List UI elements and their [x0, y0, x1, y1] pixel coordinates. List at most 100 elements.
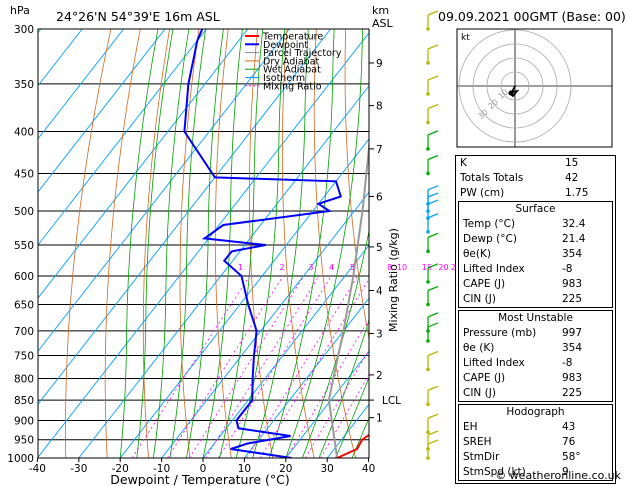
surface-row: θe(K) 354	[459, 247, 612, 262]
pressure-tick-label: 900	[14, 415, 34, 427]
wind-barb-dot	[426, 339, 430, 343]
storm-motion-marker	[508, 90, 514, 96]
pressure-tick-label: 300	[14, 24, 34, 36]
surface-row: CIN (J) 225	[459, 292, 612, 307]
x-tick-label: -10	[153, 463, 170, 475]
wind-barb-flag	[427, 130, 439, 136]
isotherm-line	[119, 138, 369, 458]
wind-barb-flag	[427, 312, 439, 318]
mixing-ratio-label: 2	[279, 263, 284, 272]
pressure-tick-label: 950	[14, 435, 34, 447]
wind-barb-flag	[427, 154, 439, 161]
hodograph-stat-value: 43	[562, 421, 576, 433]
wet-adiabat-line	[219, 29, 264, 458]
pressure-tick-label: 450	[14, 168, 34, 180]
legend-entry: Mixing Ratio	[263, 81, 322, 92]
dewpoint-line	[183, 29, 343, 458]
wind-barb-flag	[427, 213, 439, 219]
hodograph-stat-row: EH 43	[459, 420, 612, 435]
profile-lines	[183, 29, 369, 458]
wet-adiabat-line	[152, 29, 190, 458]
wind-barb-flag	[427, 385, 439, 391]
surface-row: Temp (°C) 32.4	[459, 217, 612, 232]
mixing-ratio-label: 1	[238, 263, 243, 272]
dry-adiabat-line	[344, 29, 369, 341]
most-unstable-value: 354	[562, 342, 583, 354]
wind-barb-dot	[426, 147, 430, 151]
km-tick-label: LCL	[382, 395, 401, 407]
legend-entry: Parcel Trajectory	[263, 48, 342, 59]
x-tick-label: 20	[279, 463, 292, 475]
hodograph-stat-label: StmSpd (kt)	[463, 466, 526, 478]
wind-barb-flag	[427, 103, 439, 110]
index-label: PW (cm)	[460, 187, 505, 199]
surface-label: CIN (J)	[463, 293, 496, 305]
km-tick-label: 3	[376, 328, 383, 340]
most-unstable-row: Lifted Index -8	[459, 356, 612, 371]
hodograph-frame	[456, 28, 613, 148]
wet-adiabat-line	[318, 318, 369, 458]
pressure-tick-label: 400	[14, 127, 34, 139]
isotherm-line	[38, 32, 369, 458]
isotherm-line	[38, 29, 249, 299]
hodograph-stat-label: EH	[463, 421, 478, 433]
isotherm-line	[38, 29, 124, 140]
most-unstable-label: θe (K)	[463, 342, 495, 354]
y-axis-label: Mixing Ratio (g/kg)	[387, 228, 400, 332]
wind-barb-dot	[426, 27, 430, 31]
wet-adiabat-line	[202, 29, 243, 458]
wind-barb-flag	[427, 44, 439, 50]
wind-barb-dot	[426, 302, 430, 307]
surface-label: CAPE (J)	[463, 278, 506, 290]
mixing-ratio-line	[131, 275, 250, 458]
index-label: Totals Totals	[460, 172, 524, 184]
hodograph-ring	[486, 57, 544, 115]
wet-adiabat-line	[186, 29, 224, 458]
km-tick-label: 5	[376, 242, 383, 254]
mixing-ratio-label: 5	[350, 263, 355, 272]
mixing-ratio-label: 20	[438, 263, 448, 272]
surface-label: Dewp (°C)	[463, 233, 517, 245]
wet-adiabat-line	[252, 29, 309, 458]
wind-barb-flag	[427, 185, 439, 191]
x-tick-label: 0	[200, 463, 207, 475]
most-unstable-value: 225	[562, 387, 583, 399]
hodograph-stat-label: SREH	[463, 436, 492, 448]
surface-row: Lifted Index -8	[459, 262, 612, 277]
index-label: K	[460, 157, 467, 169]
legend-entry: Dewpoint	[263, 40, 308, 51]
skew-t-grid	[38, 29, 369, 458]
surface-table: Surface Temp (°C) 32.4 Dewp (°C) 21.4 θe(K) 3…	[458, 201, 613, 308]
most-unstable-label: CIN (J)	[463, 387, 496, 399]
isotherm-line	[38, 29, 207, 246]
most-unstable-title: Most Unstable	[498, 312, 573, 324]
mixing-ratio-line	[167, 275, 284, 458]
wind-barb-dot	[426, 456, 430, 460]
wind-barb-dot	[426, 61, 430, 65]
mixing-ratio-label: 15	[422, 263, 432, 272]
pressure-tick-label: 650	[14, 300, 34, 312]
x-axis-label: Dewpoint / Temperature (°C)	[110, 472, 289, 486]
x-tick-label: 10	[238, 463, 251, 475]
wind-barb-flag	[427, 75, 439, 81]
wet-adiabat-line	[169, 29, 207, 458]
hodograph-ring	[458, 29, 572, 143]
most-unstable-value: 983	[562, 372, 583, 384]
index-row: PW (cm) 1.75	[456, 186, 615, 201]
isotherm-line	[161, 191, 369, 458]
wind-barb-dot	[426, 171, 430, 176]
hodograph-stat-value: 9	[562, 466, 569, 478]
most-unstable-label: Pressure (mb)	[463, 327, 537, 339]
pressure-tick-label: 800	[14, 373, 34, 385]
km-tick-label: 4	[376, 286, 383, 298]
most-unstable-value: 997	[562, 327, 583, 339]
pressure-tick-label: 600	[14, 271, 34, 283]
index-value: 42	[565, 172, 579, 184]
isotherm-line	[38, 29, 166, 193]
surface-value: 354	[562, 248, 583, 260]
surface-label: Lifted Index	[463, 263, 525, 275]
isotherm-line	[244, 297, 369, 458]
isotherm-line	[38, 29, 83, 87]
